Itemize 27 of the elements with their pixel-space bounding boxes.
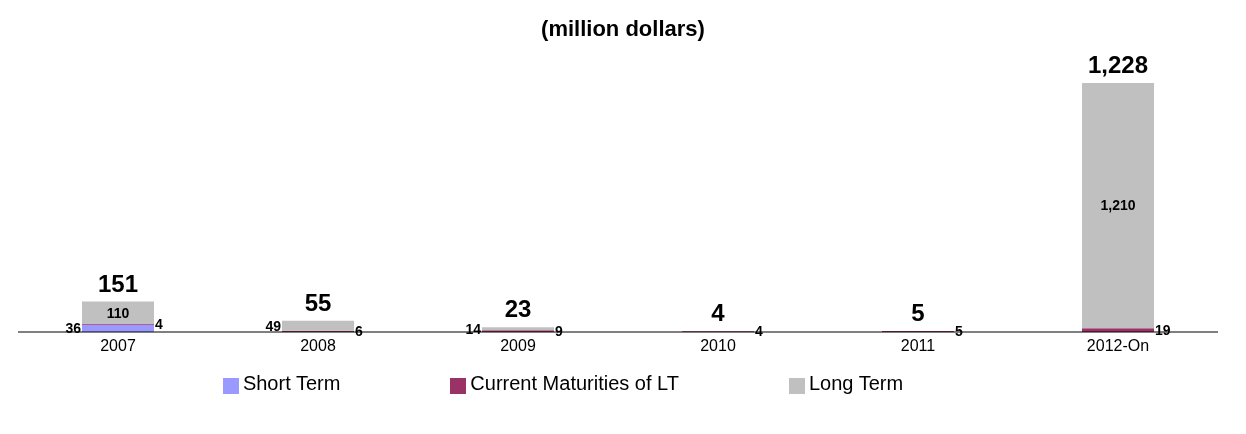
total-label: 5 <box>955 323 963 340</box>
total-label: 4 <box>755 323 763 340</box>
data-label: 4 <box>155 316 163 333</box>
data-label: 9 <box>555 322 563 339</box>
data-label: 1,210 <box>1100 197 1136 214</box>
x-tick-label: 2008 <box>300 337 336 355</box>
legend-label: Current Maturities of LT <box>470 372 679 394</box>
legend-label: Short Term <box>242 372 341 394</box>
total-label: 55 <box>304 288 332 316</box>
x-tick-label: 2009 <box>500 337 536 355</box>
total-label: 151 <box>97 269 139 297</box>
data-label: 4 <box>711 299 726 327</box>
chart-title: (million dollars) <box>541 16 705 41</box>
data-label: 36 <box>65 320 82 337</box>
data-label: 14 <box>465 320 482 337</box>
data-label: 6 <box>355 323 363 340</box>
data-label: 110 <box>106 304 130 321</box>
data-label: 49 <box>265 317 282 334</box>
total-label: 23 <box>504 295 532 323</box>
legend-label: Long Term <box>808 372 904 394</box>
data-label: 19 <box>1155 321 1171 338</box>
data-label: 5 <box>911 298 925 326</box>
total-label: 1,228 <box>1087 50 1149 78</box>
x-tick-label: 2007 <box>100 337 136 355</box>
x-tick-label: 2010 <box>700 337 736 355</box>
x-tick-label: 2011 <box>900 337 936 355</box>
x-tick-label: 2012-On <box>1086 337 1150 355</box>
